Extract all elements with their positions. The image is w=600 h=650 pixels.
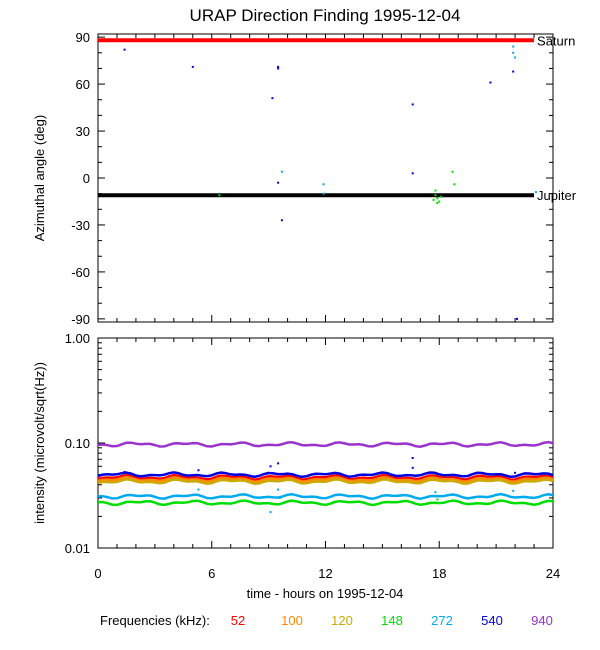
intensity-point-540khz bbox=[123, 470, 126, 473]
intensity-point-148khz bbox=[436, 498, 439, 501]
azimuth-point bbox=[534, 191, 537, 194]
legend-entry-940khz: 940 bbox=[531, 613, 553, 628]
y-tick-label: -60 bbox=[71, 265, 90, 280]
intensity-series-148khz bbox=[97, 499, 554, 507]
x-tick-label: 0 bbox=[94, 566, 101, 581]
intensity-point-540khz bbox=[269, 465, 272, 468]
y-tick-label: 0 bbox=[83, 171, 90, 186]
azimuth-point bbox=[411, 172, 414, 175]
intensity-panel-frame bbox=[97, 337, 554, 549]
azimuth-panel: 90 60 30 0 -30 -60 -90 Saturn Jupiter Azimuthal… bbox=[32, 30, 577, 327]
azimuth-point bbox=[512, 45, 515, 48]
azimuth-y-axis-label: Azimuthal angle (deg) bbox=[32, 115, 47, 241]
y-tick-label: 1.00 bbox=[65, 331, 90, 346]
x-axis-label: time - hours on 1995-12-04 bbox=[247, 586, 404, 601]
azimuth-point bbox=[432, 198, 435, 201]
intensity-point-540khz bbox=[411, 456, 414, 459]
azimuth-point bbox=[451, 170, 454, 173]
y-tick-label: -30 bbox=[71, 218, 90, 233]
azimuth-point bbox=[434, 194, 437, 197]
legend-entry-120khz: 120 bbox=[331, 613, 353, 628]
reference-label-saturn: Saturn bbox=[537, 33, 575, 48]
intensity-series-272khz bbox=[97, 492, 554, 500]
azimuth-point bbox=[436, 197, 439, 200]
y-tick-label: 90 bbox=[76, 30, 90, 45]
y-tick-label: 60 bbox=[76, 77, 90, 92]
azimuth-point bbox=[123, 48, 126, 51]
intensity-point-272khz bbox=[434, 491, 437, 494]
intensity-point-272khz bbox=[197, 488, 200, 491]
y-tick-label: 0.10 bbox=[65, 436, 90, 451]
azimuth-point bbox=[514, 56, 517, 59]
intensity-series-940khz bbox=[97, 440, 554, 448]
y-tick-label: 30 bbox=[76, 124, 90, 139]
azimuth-point bbox=[489, 81, 492, 84]
x-tick-label: 18 bbox=[432, 566, 446, 581]
azimuth-point bbox=[277, 65, 280, 68]
intensity-point-272khz bbox=[512, 489, 515, 492]
legend-entry-148khz: 148 bbox=[381, 613, 403, 628]
azimuth-point bbox=[277, 67, 280, 70]
azimuth-point bbox=[191, 65, 194, 68]
intensity-series-540khz bbox=[97, 471, 554, 479]
intensity-series-52khz bbox=[97, 473, 554, 481]
azimuth-point bbox=[322, 192, 325, 195]
azimuth-point bbox=[453, 183, 456, 186]
intensity-series-120khz bbox=[97, 478, 554, 485]
legend-entry-272khz: 272 bbox=[431, 613, 453, 628]
y-tick-label: 0.01 bbox=[65, 541, 90, 556]
x-tick-label: 24 bbox=[546, 566, 560, 581]
intensity-point-540khz bbox=[411, 466, 414, 469]
azimuth-point bbox=[434, 189, 437, 192]
intensity-point-272khz bbox=[277, 488, 280, 491]
azimuth-panel-frame bbox=[97, 33, 554, 323]
intensity-series-100khz bbox=[97, 475, 554, 483]
legend-entry-100khz: 100 bbox=[281, 613, 303, 628]
intensity-point-540khz bbox=[514, 471, 517, 474]
azimuth-point bbox=[271, 97, 274, 100]
intensity-panel: 1.00 0.10 0.01 intensity (microvolt/sqrt(H… bbox=[32, 331, 554, 556]
azimuth-point bbox=[440, 195, 443, 198]
frequency-legend: Frequencies (kHz): 52 100 120 148 272 540 940 bbox=[100, 613, 553, 628]
legend-label: Frequencies (kHz): bbox=[100, 613, 210, 628]
intensity-point-540khz bbox=[277, 462, 280, 465]
azimuth-point bbox=[515, 317, 518, 320]
azimuth-point bbox=[280, 219, 283, 222]
intensity-point-540khz bbox=[197, 469, 200, 472]
legend-entry-52khz: 52 bbox=[231, 613, 245, 628]
azimuth-point bbox=[438, 200, 441, 203]
chart-title: URAP Direction Finding 1995-12-04 bbox=[190, 6, 461, 25]
intensity-y-axis-label: intensity (microvolt/sqrt(Hz)) bbox=[32, 362, 47, 524]
azimuth-point bbox=[218, 194, 221, 197]
azimuth-point bbox=[322, 183, 325, 186]
azimuth-point bbox=[512, 70, 515, 73]
azimuth-point bbox=[512, 51, 515, 54]
x-tick-label: 6 bbox=[208, 566, 215, 581]
azimuth-point bbox=[277, 181, 280, 184]
intensity-point-272khz bbox=[269, 511, 272, 514]
azimuth-point bbox=[436, 202, 439, 205]
reference-label-jupiter: Jupiter bbox=[537, 188, 577, 203]
azimuth-point bbox=[411, 103, 414, 106]
azimuth-point bbox=[280, 170, 283, 173]
y-tick-label: -90 bbox=[71, 312, 90, 327]
x-tick-label: 12 bbox=[318, 566, 332, 581]
legend-entry-540khz: 540 bbox=[481, 613, 503, 628]
